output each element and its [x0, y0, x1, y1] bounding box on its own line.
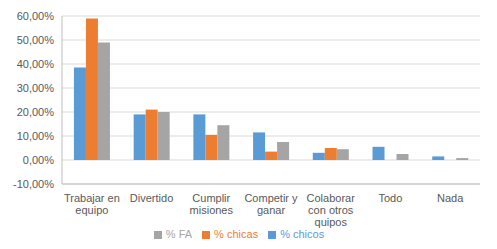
svg-text:20,00%: 20,00% [17, 106, 55, 118]
svg-text:40,00%: 40,00% [17, 58, 55, 70]
svg-text:-10,00%: -10,00% [13, 178, 54, 190]
svg-text:Divertido: Divertido [130, 192, 173, 204]
svg-text:Colaborarcon otrosquipos: Colaborarcon otrosquipos [307, 192, 356, 228]
html-text:% FA: % FA [165, 228, 193, 240]
svg-text:Trabajar enequipo: Trabajar enequipo [64, 192, 120, 216]
html-text:% chicas: % chicas [214, 228, 259, 240]
svg-text:10,00%: 10,00% [17, 130, 55, 142]
svg-text:Competir yganar: Competir yganar [244, 192, 298, 216]
svg-text:Todo: Todo [378, 192, 402, 204]
svg-text:Cumplirmisiones: Cumplirmisiones [190, 192, 234, 216]
svg-text:60,00%: 60,00% [17, 10, 55, 22]
svg-text:50,00%: 50,00% [17, 34, 55, 46]
svg-text:30,00%: 30,00% [17, 82, 55, 94]
svg-text:Nada: Nada [437, 192, 464, 204]
svg-text:0,00%: 0,00% [23, 154, 54, 166]
html-text:% chicos: % chicos [280, 228, 325, 240]
